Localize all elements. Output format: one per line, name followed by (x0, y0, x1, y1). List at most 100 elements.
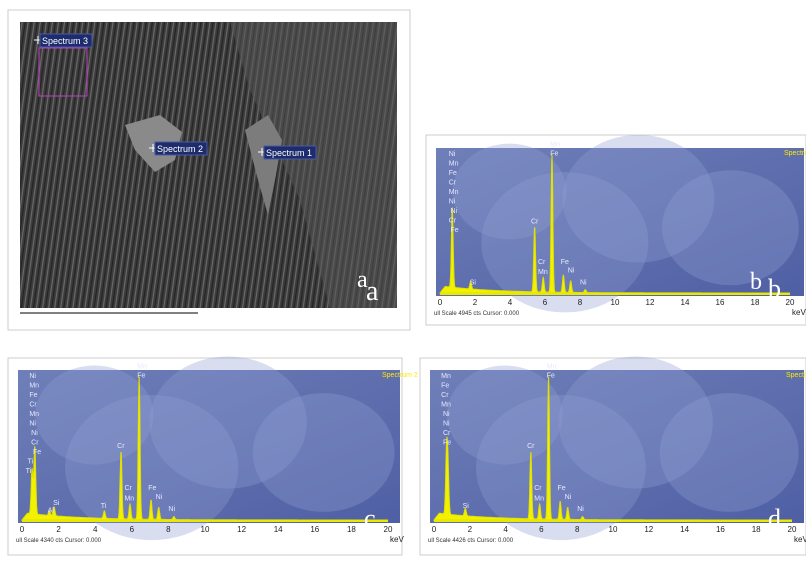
x-tick-label: 12 (237, 525, 246, 534)
peak-label: Ni (443, 421, 450, 428)
unit-label: keV (794, 535, 806, 544)
peak-label: Mn (547, 364, 557, 371)
peak-label: Si (470, 279, 477, 286)
peak-label: Mn (449, 161, 459, 168)
background-blob (35, 366, 153, 465)
peak-label: Fe (451, 227, 459, 234)
x-tick-label: 10 (611, 298, 620, 307)
x-tick-label: 16 (310, 525, 319, 534)
peak-label: Ni (443, 411, 450, 418)
peak-label: Fe (148, 485, 156, 492)
x-tick-label: 2 (473, 298, 478, 307)
figure: 02468101214161820keVull Scale 4945 cts C… (0, 0, 806, 565)
peak-label: Si (463, 503, 470, 510)
peak-label: Cr (31, 440, 39, 447)
x-tick-label: 10 (201, 525, 210, 534)
peak-label: Fe (547, 373, 555, 380)
x-tick-label: 14 (274, 525, 283, 534)
peak-label: Mn (449, 189, 459, 196)
peak-label: Cr (441, 392, 449, 399)
x-tick-label: 16 (716, 298, 725, 307)
spectrum-title: Spectrum 2 (382, 372, 418, 379)
peak-label: Ni (565, 494, 572, 501)
background-blob (253, 393, 395, 512)
peak-label: Ni (568, 268, 575, 275)
peak-label: Mn (538, 269, 548, 276)
peak-label: Cr (443, 430, 451, 437)
x-tick-label: 4 (508, 298, 513, 307)
unit-label: keV (390, 535, 404, 544)
peak-label: Ni (156, 494, 163, 501)
peak-label: Ni (29, 373, 36, 380)
footer: ull Scale 4340 cts Cursor: 0.000 (16, 538, 102, 544)
peak-label: Fe (33, 449, 41, 456)
background-blob (662, 170, 799, 285)
peak-label: Mn (124, 496, 134, 503)
peak-label: Ti (101, 503, 107, 510)
x-tick-label: 0 (20, 525, 25, 534)
x-tick-label: 20 (786, 298, 795, 307)
peak-label: Ni (168, 506, 175, 513)
x-tick-label: 18 (751, 298, 760, 307)
panel-letter: b (768, 274, 781, 303)
peak-label: Ni (31, 430, 38, 437)
x-tick-label: 20 (788, 525, 797, 534)
x-tick-label: 8 (575, 525, 580, 534)
peak-label: Mn (441, 402, 451, 409)
peak-label: Al (48, 508, 55, 515)
peak-label: Ti (26, 468, 32, 475)
peak-label: Cr (449, 180, 457, 187)
peak-label: Ni (449, 151, 456, 158)
x-tick-label: 2 (56, 525, 61, 534)
background-blob (453, 144, 567, 240)
x-tick-label: 18 (347, 525, 356, 534)
peak-label: Mn (534, 496, 544, 503)
peak-label: Mn (29, 383, 39, 390)
x-tick-label: 4 (93, 525, 98, 534)
unit-label: keV (792, 308, 806, 317)
background-blob (660, 393, 799, 512)
x-tick-label: 8 (578, 298, 583, 307)
peak-label: Ni (577, 506, 584, 513)
peak-label: Mn (137, 364, 147, 371)
peak-label: Mn (441, 373, 451, 380)
x-tick-label: 6 (130, 525, 135, 534)
peak-label: Ni (451, 208, 458, 215)
x-tick-label: 14 (681, 298, 690, 307)
peak-label: Mn (550, 142, 560, 149)
x-tick-label: 10 (609, 525, 618, 534)
peak-label: Fe (558, 485, 566, 492)
marker-label: Spectrum 3 (42, 36, 88, 46)
x-tick-label: 12 (646, 298, 655, 307)
x-tick-label: 0 (438, 298, 443, 307)
peak-label: Mn (29, 411, 39, 418)
marker-label: Spectrum 2 (157, 144, 203, 154)
panel-letter: a (366, 276, 379, 307)
peak-label: Cr (538, 259, 546, 266)
peak-label: Ni (449, 199, 456, 206)
x-tick-label: 12 (644, 525, 653, 534)
peak-label: Si (53, 500, 60, 507)
peak-label: Cr (534, 485, 542, 492)
panel-letter: b (750, 269, 762, 295)
peak-label: Fe (137, 373, 145, 380)
peak-label: Cr (449, 218, 457, 225)
peak-label: Cr (29, 402, 37, 409)
spectrum-title: Spectrum 1 (784, 150, 806, 157)
footer: ull Scale 4945 cts Cursor: 0.000 (434, 311, 520, 317)
peak-label: Cr (527, 443, 535, 450)
x-tick-label: 2 (468, 525, 473, 534)
peak-label: Fe (449, 170, 457, 177)
x-tick-label: 6 (543, 298, 548, 307)
panel-letter: d (768, 504, 781, 533)
peak-label: Ti (27, 459, 33, 466)
x-tick-label: 16 (716, 525, 725, 534)
spectrum-title: Spectrum 3 (786, 372, 806, 379)
peak-label: Fe (441, 383, 449, 390)
x-tick-label: 18 (752, 525, 761, 534)
x-tick-label: 20 (384, 525, 393, 534)
peak-label: Cr (124, 485, 132, 492)
footer: ull Scale 4426 cts Cursor: 0.000 (428, 538, 514, 544)
peak-label: Cr (117, 443, 125, 450)
x-tick-label: 6 (539, 525, 544, 534)
